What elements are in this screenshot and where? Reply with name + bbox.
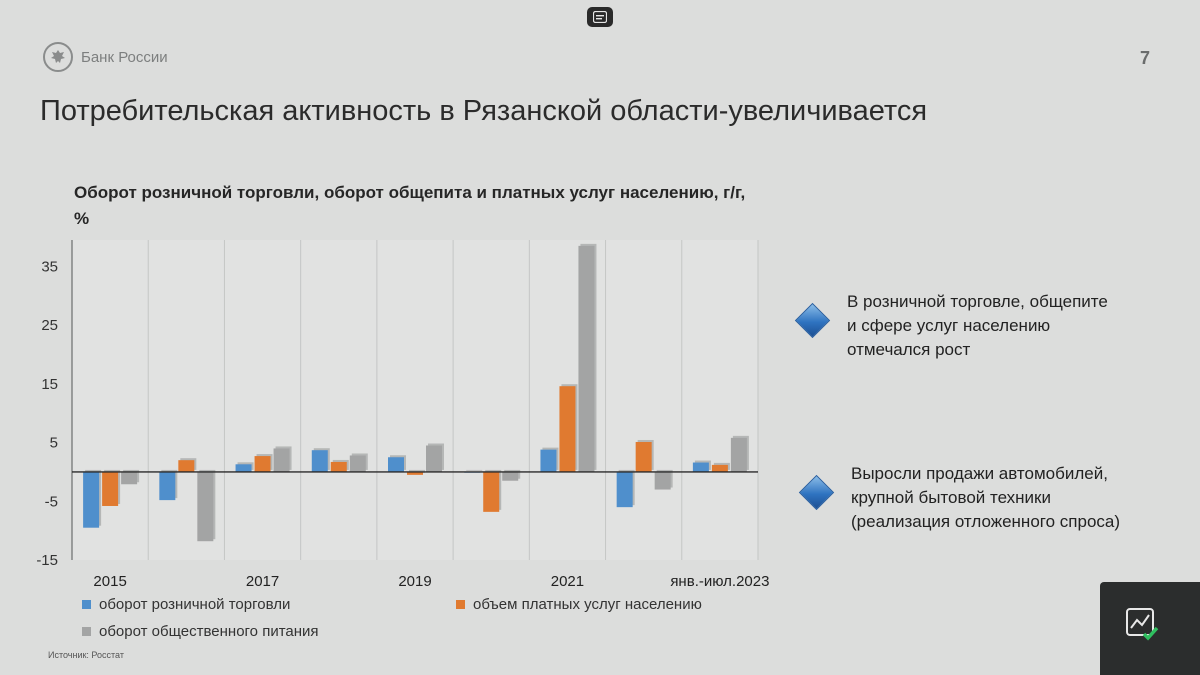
- bar: [330, 461, 347, 472]
- x-tick-label: 2021: [551, 573, 584, 590]
- logo-text: Банк России: [81, 48, 168, 66]
- bar: [197, 471, 214, 542]
- y-tick-label: 25: [41, 317, 58, 334]
- captions-button[interactable]: [587, 7, 613, 27]
- diamond-bullet-icon: [798, 474, 835, 511]
- bar: [102, 471, 119, 506]
- bar: [83, 471, 100, 528]
- y-tick-label: 35: [41, 258, 58, 275]
- y-tick-label: 15: [41, 376, 58, 393]
- bar: [388, 457, 404, 472]
- legend-label-catering: оборот общественного питания: [99, 623, 319, 640]
- bar: [540, 449, 557, 472]
- bar: [235, 464, 252, 472]
- bar-shadow: [466, 469, 483, 471]
- bar: [426, 445, 442, 472]
- bar: [559, 386, 576, 472]
- legend-item-catering: оборот общественного питания: [82, 623, 319, 640]
- page-number: 7: [1140, 48, 1151, 68]
- bar: [483, 471, 500, 512]
- eagle-emblem-icon: [43, 42, 73, 72]
- bar: [273, 448, 290, 472]
- y-tick-label: -5: [45, 493, 58, 510]
- bar: [578, 245, 595, 472]
- bar: [121, 471, 138, 485]
- bar: [635, 441, 652, 472]
- bullet-text: В розничной торговле, общепите и сфере у…: [847, 292, 1108, 359]
- bar-chart: 35 25 15 5 -5 -15 2015 2017 2019 2021 янв.-июл.202…: [36, 240, 769, 590]
- bar: [711, 464, 728, 472]
- chart-check-icon: [1126, 608, 1159, 641]
- bar: [654, 471, 671, 490]
- legend-swatch-retail: [82, 600, 91, 609]
- y-tick-label: 5: [50, 435, 58, 452]
- diamond-bullet-icon: [794, 302, 831, 339]
- analytics-widget-button[interactable]: [1100, 582, 1200, 675]
- bar: [178, 460, 195, 472]
- x-tick-label: 2019: [398, 573, 431, 590]
- bar: [254, 456, 271, 472]
- bar: [159, 471, 176, 501]
- bar: [311, 450, 328, 472]
- legend-label-services: объем платных услуг населению: [473, 596, 702, 613]
- legend-label-retail: оборот розничной торговли: [99, 596, 291, 613]
- source-note: Источник: Росстат: [48, 650, 124, 660]
- x-tick-label: 2015: [93, 573, 126, 590]
- bar: [692, 462, 709, 472]
- chart-title: Оборот розничной торговли, оборот общепи…: [74, 183, 746, 228]
- y-tick-label: -15: [36, 552, 58, 569]
- x-tick-label: 2017: [246, 573, 279, 590]
- slide-title: Потребительская активность в Рязанской о…: [40, 95, 928, 127]
- bar: [616, 471, 633, 508]
- x-tick-label: янв.-июл.2023: [670, 573, 769, 590]
- bullet-sales: Выросли продажи автомобилей, крупной быт…: [798, 462, 1121, 534]
- bullet-text: Выросли продажи автомобилей, крупной быт…: [851, 464, 1121, 531]
- legend-item-services: объем платных услуг населению: [456, 596, 702, 613]
- legend-item-retail: оборот розничной торговли: [82, 596, 290, 613]
- bar: [502, 471, 519, 481]
- bank-logo: Банк России: [43, 42, 168, 72]
- legend-swatch-services: [456, 600, 465, 609]
- caption-icon: [593, 11, 607, 23]
- bar: [349, 455, 366, 472]
- bar: [730, 437, 747, 472]
- legend-swatch-catering: [82, 627, 91, 636]
- plot-area: [72, 240, 758, 560]
- bar: [407, 471, 423, 475]
- bullet-growth: В розничной торговле, общепите и сфере у…: [794, 290, 1108, 362]
